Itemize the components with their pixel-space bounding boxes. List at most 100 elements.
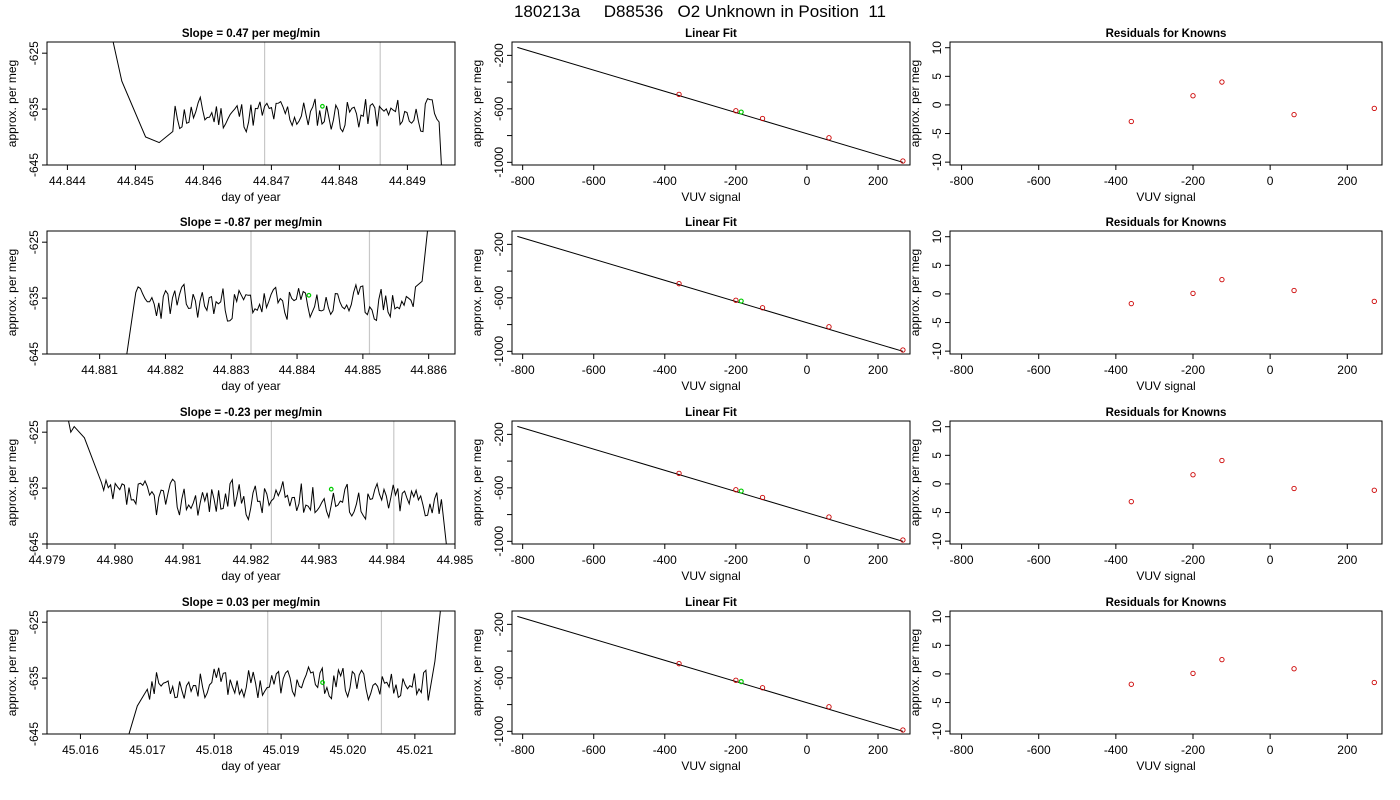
- panel-title: Residuals for Knowns: [1106, 28, 1227, 40]
- y-tick-label: 0: [930, 101, 944, 108]
- y-tick-label: 5: [930, 73, 944, 80]
- panel-title: Linear Fit: [685, 597, 737, 609]
- x-tick-label: -400: [653, 553, 677, 567]
- x-axis-label: VUV signal: [1136, 759, 1195, 773]
- x-tick-label: 44.984: [369, 553, 406, 567]
- fit-line: [517, 46, 904, 163]
- x-tick-label: -200: [1181, 363, 1205, 377]
- x-tick-label: 200: [868, 363, 888, 377]
- data-point: [1371, 298, 1377, 305]
- y-axis-label: approx. per meg: [470, 60, 484, 147]
- plot-area: [68, 421, 447, 544]
- x-tick-label: -600: [582, 174, 606, 188]
- x-axis-label: day of year: [221, 569, 280, 583]
- x-axis-label: day of year: [221, 379, 280, 393]
- y-axis-label: approx. per meg: [5, 629, 19, 716]
- plot-frame: [949, 230, 1383, 355]
- data-point: [826, 704, 832, 710]
- plot-frame: [46, 230, 456, 355]
- x-tick-label: 44.881: [81, 363, 118, 377]
- x-tick-label: 44.886: [410, 363, 447, 377]
- data-point: [826, 135, 832, 141]
- y-tick-label: 5: [930, 262, 944, 269]
- x-tick-label: 44.982: [233, 553, 270, 567]
- highlight-point: [738, 678, 744, 685]
- data-point: [900, 158, 906, 164]
- y-tick-label: -625: [27, 610, 41, 634]
- panel-3-row-3: Residuals for Knowns -800 -600 -400 -200 0 200…: [908, 407, 1383, 583]
- y-tick-label: -645: [27, 532, 41, 556]
- data-point: [1291, 485, 1297, 492]
- data-point: [676, 281, 682, 287]
- data-point: [733, 108, 739, 114]
- y-tick-label: -5: [930, 317, 944, 328]
- data-point: [900, 727, 906, 733]
- y-tick-label: -200: [492, 612, 506, 636]
- panel-2-row-4: Linear Fit -800 -600 -400 -200 0 200 VUV signal…: [470, 597, 911, 773]
- x-tick-label: -800: [950, 743, 974, 757]
- highlight-point: [328, 486, 334, 492]
- y-tick-label: -1000: [492, 147, 506, 178]
- x-tick-label: 44.847: [253, 174, 290, 188]
- plot-frame: [949, 41, 1383, 166]
- x-axis-label: VUV signal: [681, 190, 740, 204]
- x-tick-label: -600: [582, 553, 606, 567]
- panel-2-row-3: Linear Fit -800 -600 -400 -200 0 200 VUV signal…: [470, 407, 911, 583]
- panel-2-row-2: Linear Fit -800 -600 -400 -200 0 200 VUV signal…: [470, 217, 911, 393]
- panel-1-row-3: Slope = -0.23 per meg/min 44.979 44.980 44.…: [5, 407, 474, 583]
- y-tick-label: -10: [930, 532, 944, 550]
- x-tick-label: 200: [868, 743, 888, 757]
- x-tick-label: 45.018: [196, 743, 233, 757]
- fit-line: [517, 615, 904, 732]
- panel-1-row-1: Slope = 0.47 per meg/min 44.844 44.845 44.8…: [5, 28, 456, 204]
- y-axis-label: approx. per meg: [470, 629, 484, 716]
- x-tick-label: 44.844: [49, 174, 86, 188]
- x-tick-label: -200: [1181, 174, 1205, 188]
- y-axis-label: approx. per meg: [908, 60, 922, 147]
- y-tick-label: -600: [492, 666, 506, 690]
- data-point: [733, 297, 739, 303]
- plot-frame: [511, 230, 911, 355]
- data-point: [1190, 290, 1196, 297]
- y-tick-label: 10: [930, 230, 944, 244]
- x-tick-label: -800: [511, 743, 535, 757]
- y-tick-label: 10: [930, 41, 944, 55]
- x-tick-label: -800: [511, 174, 535, 188]
- y-tick-label: -1000: [492, 526, 506, 557]
- data-point: [676, 470, 682, 477]
- data-point: [759, 115, 766, 122]
- y-tick-label: 10: [930, 420, 944, 434]
- x-axis-label: VUV signal: [1136, 379, 1195, 393]
- series-line: [68, 421, 447, 544]
- series-line: [128, 611, 441, 734]
- plot-frame: [949, 610, 1383, 735]
- data-point: [759, 685, 766, 691]
- x-tick-label: 200: [868, 553, 888, 567]
- x-tick-label: -400: [1104, 553, 1128, 567]
- x-tick-label: 44.849: [389, 174, 426, 188]
- x-tick-label: 45.016: [62, 743, 99, 757]
- x-tick-label: -600: [1027, 743, 1051, 757]
- y-axis-label: approx. per meg: [5, 439, 19, 526]
- x-tick-label: 44.883: [213, 363, 250, 377]
- x-tick-label: -200: [1181, 743, 1205, 757]
- x-tick-label: 44.983: [301, 553, 338, 567]
- x-tick-label: -200: [1181, 553, 1205, 567]
- data-point: [1371, 679, 1377, 686]
- x-tick-label: 200: [1337, 553, 1357, 567]
- plot-frame: [46, 420, 456, 545]
- x-tick-label: 0: [804, 743, 811, 757]
- plot-area: [517, 235, 906, 353]
- x-axis-label: VUV signal: [1136, 569, 1195, 583]
- x-axis-label: VUV signal: [681, 759, 740, 773]
- panel-title: Residuals for Knowns: [1106, 597, 1227, 609]
- y-tick-label: 0: [930, 480, 944, 487]
- x-tick-label: 44.979: [29, 553, 66, 567]
- y-axis-label: approx. per meg: [908, 249, 922, 336]
- y-tick-label: -600: [492, 286, 506, 310]
- series-line: [126, 231, 429, 354]
- data-point: [1371, 487, 1377, 493]
- data-point: [1291, 666, 1297, 672]
- x-tick-label: -600: [582, 363, 606, 377]
- data-point: [900, 347, 906, 353]
